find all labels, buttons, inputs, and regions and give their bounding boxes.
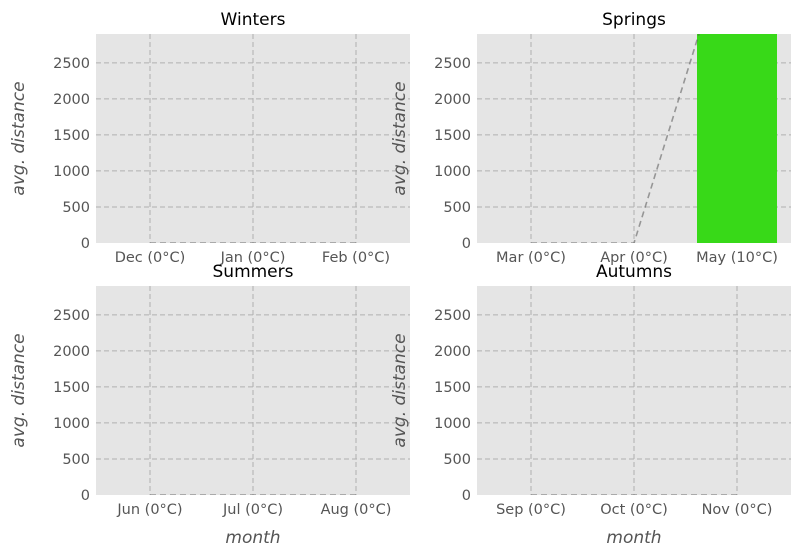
x-tick-label: Oct (0°C) <box>600 502 668 518</box>
subplot-title: Summers <box>213 262 294 282</box>
subplot-springs: 0 500 1000 1500 2000 2500 Mar (0°C) Apr (0°C) Ma… <box>390 10 791 266</box>
y-tick-label: 500 <box>62 200 90 216</box>
y-tick-label: 500 <box>62 452 90 468</box>
x-tick-label: Dec (0°C) <box>115 250 186 266</box>
y-axis-label: avg. distance <box>390 333 410 447</box>
subplot-summers: 0 500 1000 1500 2000 2500 Jun (0°C) Jul (0°C) Au… <box>9 262 410 548</box>
x-tick-label: May (10°C) <box>696 250 778 266</box>
x-tick-label: Jul (0°C) <box>222 502 283 518</box>
x-tick-label: Nov (0°C) <box>702 502 773 518</box>
y-tick-label: 500 <box>443 200 471 216</box>
y-tick-label: 500 <box>443 452 471 468</box>
y-tick-label: 1500 <box>434 128 471 144</box>
subplot-title: Winters <box>221 10 286 30</box>
y-tick-label: 2000 <box>53 344 90 360</box>
y-tick-label: 2000 <box>434 92 471 108</box>
subplot-winters: 0 500 1000 1500 2000 2500 Dec (0°C) Jan (0°C) Fe… <box>9 10 410 266</box>
y-tick-label: 0 <box>462 236 471 252</box>
x-axis-label: month <box>606 528 661 548</box>
y-axis-label: avg. distance <box>9 81 29 195</box>
x-tick-label: Sep (0°C) <box>496 502 566 518</box>
y-tick-label: 1500 <box>434 380 471 396</box>
y-tick-label: 0 <box>81 236 90 252</box>
y-tick-label: 1000 <box>53 164 90 180</box>
y-tick-label: 1500 <box>53 128 90 144</box>
y-axis-label: avg. distance <box>9 333 29 447</box>
x-tick-label: Jan (0°C) <box>220 250 286 266</box>
x-tick-label: Feb (0°C) <box>322 250 390 266</box>
y-tick-label: 1000 <box>53 416 90 432</box>
y-tick-label: 0 <box>81 488 90 504</box>
x-tick-label: Apr (0°C) <box>600 250 668 266</box>
y-tick-label: 2500 <box>434 56 471 72</box>
y-tick-label: 2000 <box>434 344 471 360</box>
subplot-autumns: 0 500 1000 1500 2000 2500 Sep (0°C) Oct (0°C) No… <box>390 262 791 548</box>
y-tick-label: 2500 <box>434 308 471 324</box>
bar <box>697 34 777 243</box>
y-axis-label: avg. distance <box>390 81 410 195</box>
y-tick-label: 1000 <box>434 416 471 432</box>
y-tick-label: 2500 <box>53 308 90 324</box>
y-tick-label: 1500 <box>53 380 90 396</box>
y-tick-label: 1000 <box>434 164 471 180</box>
subplot-title: Springs <box>602 10 666 30</box>
y-tick-label: 2000 <box>53 92 90 108</box>
subplot-title: Autumns <box>596 262 672 282</box>
x-axis-label: month <box>225 528 280 548</box>
x-tick-label: Mar (0°C) <box>496 250 566 266</box>
x-tick-label: Aug (0°C) <box>321 502 392 518</box>
y-tick-label: 2500 <box>53 56 90 72</box>
x-tick-label: Jun (0°C) <box>116 502 182 518</box>
y-tick-label: 0 <box>462 488 471 504</box>
